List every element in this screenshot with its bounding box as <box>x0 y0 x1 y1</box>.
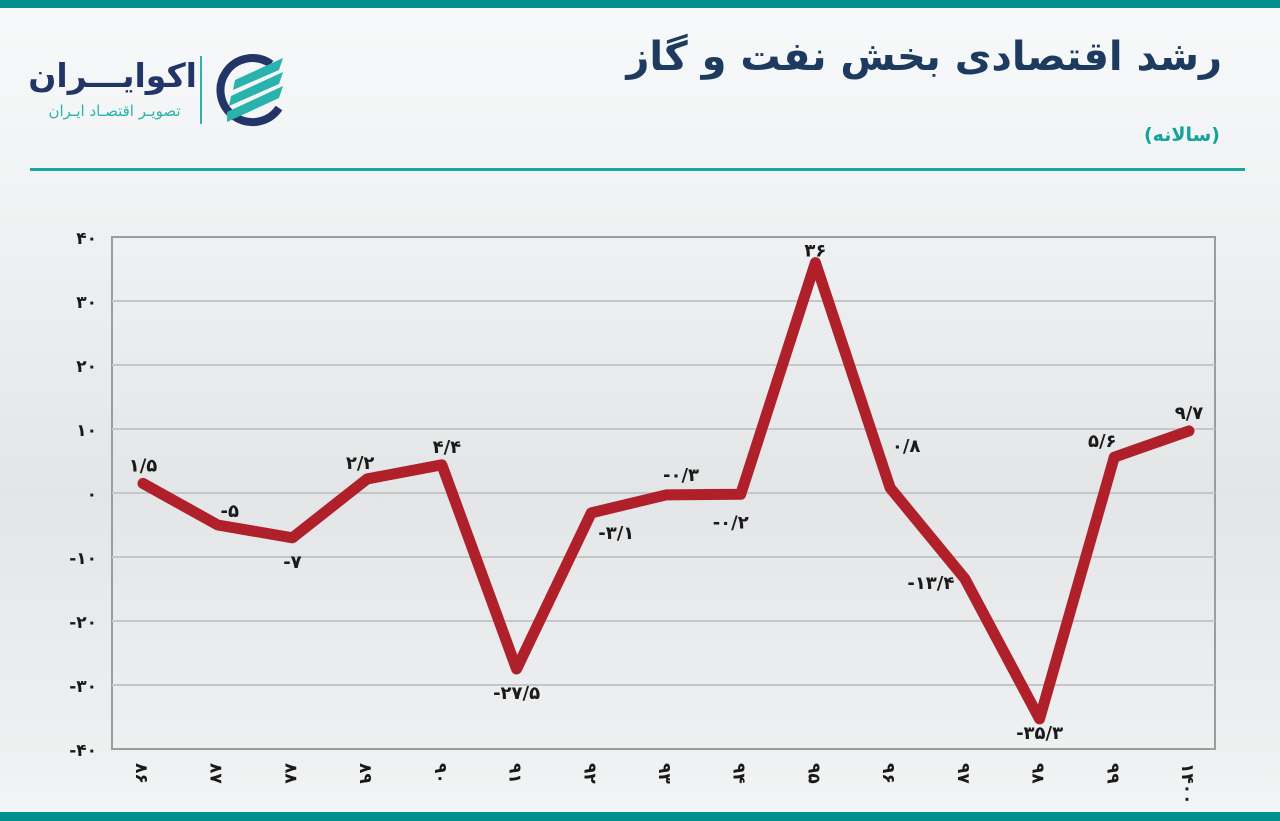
x-tick-label: ۸۶ <box>131 763 151 784</box>
x-tick-label: ۸۷ <box>206 763 226 784</box>
data-label: ۴/۴ <box>433 437 462 458</box>
x-tick-label: ۹۸ <box>1028 763 1048 784</box>
x-tick-label: ۹۷ <box>953 763 973 784</box>
data-label: -۷ <box>283 552 301 573</box>
y-tick-label: -۲۰ <box>69 613 97 633</box>
header-divider <box>30 168 1245 171</box>
y-tick-label: ۲۰ <box>76 357 97 377</box>
x-axis: ۸۶ ۸۷ ۸۸ ۸۹ ۹۰ ۹۱ ۹۲ ۹۳ ۹۴ ۹۵ ۹۶ ۹۷ ۹۸ ۹۹ ۱۴۰۰ <box>131 763 1197 805</box>
logo-mark-icon <box>216 54 283 127</box>
y-tick-label: ۳۰ <box>76 293 97 313</box>
y-tick-label: -۴۰ <box>69 741 97 761</box>
chart-title: رشد اقتصادی بخش نفت و گاز <box>626 34 1222 80</box>
x-tick-label: ۹۳ <box>654 763 674 784</box>
top-accent-bar <box>0 0 1280 8</box>
y-tick-label: -۱۰ <box>69 549 97 569</box>
x-tick-label: ۹۹ <box>1102 763 1122 784</box>
data-label: -۳۵/۳ <box>1016 723 1063 744</box>
data-labels: ۱/۵ -۵ -۷ ۲/۲ ۴/۴ -۲۷/۵ -۳/۱ -۰/۳ -۰/۲ ۳۶ ۰/۸ -۱۳/۴… <box>129 241 1204 744</box>
x-tick-label: ۸۹ <box>355 763 375 784</box>
data-label: -۰/۳ <box>663 465 699 486</box>
data-label: -۱۳/۴ <box>907 573 954 594</box>
data-label: ۹/۷ <box>1175 403 1204 424</box>
data-label: ۲/۲ <box>346 453 375 474</box>
x-tick-label: ۱۴۰۰ <box>1177 763 1197 805</box>
series-line <box>137 257 1195 725</box>
bottom-accent-bar <box>0 812 1280 821</box>
x-tick-label: ۹۵ <box>803 763 823 784</box>
data-label: -۲۷/۵ <box>493 683 540 704</box>
y-tick-label: ۰ <box>87 485 97 505</box>
x-tick-label: ۸۸ <box>280 763 300 784</box>
y-tick-label: ۴۰ <box>76 229 97 249</box>
data-label: -۰/۲ <box>713 512 749 533</box>
data-label: -۵ <box>220 501 238 522</box>
x-tick-label: ۹۴ <box>729 763 749 784</box>
x-tick-label: ۹۶ <box>878 763 898 784</box>
y-tick-label: ۱۰ <box>76 421 97 441</box>
y-tick-label: -۳۰ <box>69 677 97 697</box>
data-label: -۳/۱ <box>598 523 634 544</box>
series-polyline <box>137 257 1195 725</box>
x-tick-label: ۹۰ <box>430 763 450 784</box>
logo-divider <box>200 56 202 124</box>
x-tick-label: ۹۱ <box>505 763 525 784</box>
x-tick-label: ۹۲ <box>579 763 599 784</box>
brand-logo: اکوایـــران تصویـر اقتصـاد ایـران <box>28 50 290 130</box>
data-label: ۱/۵ <box>129 455 158 476</box>
logo-name: اکوایـــران <box>28 56 197 95</box>
chart-subtitle: (سالانه) <box>1144 124 1220 146</box>
y-axis: ۴۰ ۳۰ ۲۰ ۱۰ ۰ -۱۰ -۲۰ -۳۰ -۴۰ <box>69 229 97 761</box>
chart-gridlines <box>111 236 1216 750</box>
data-label: ۵/۶ <box>1088 431 1117 452</box>
data-label: ۰/۸ <box>892 436 921 457</box>
logo-tagline: تصویـر اقتصـاد ایـران <box>48 102 181 120</box>
data-label: ۳۶ <box>804 241 826 262</box>
